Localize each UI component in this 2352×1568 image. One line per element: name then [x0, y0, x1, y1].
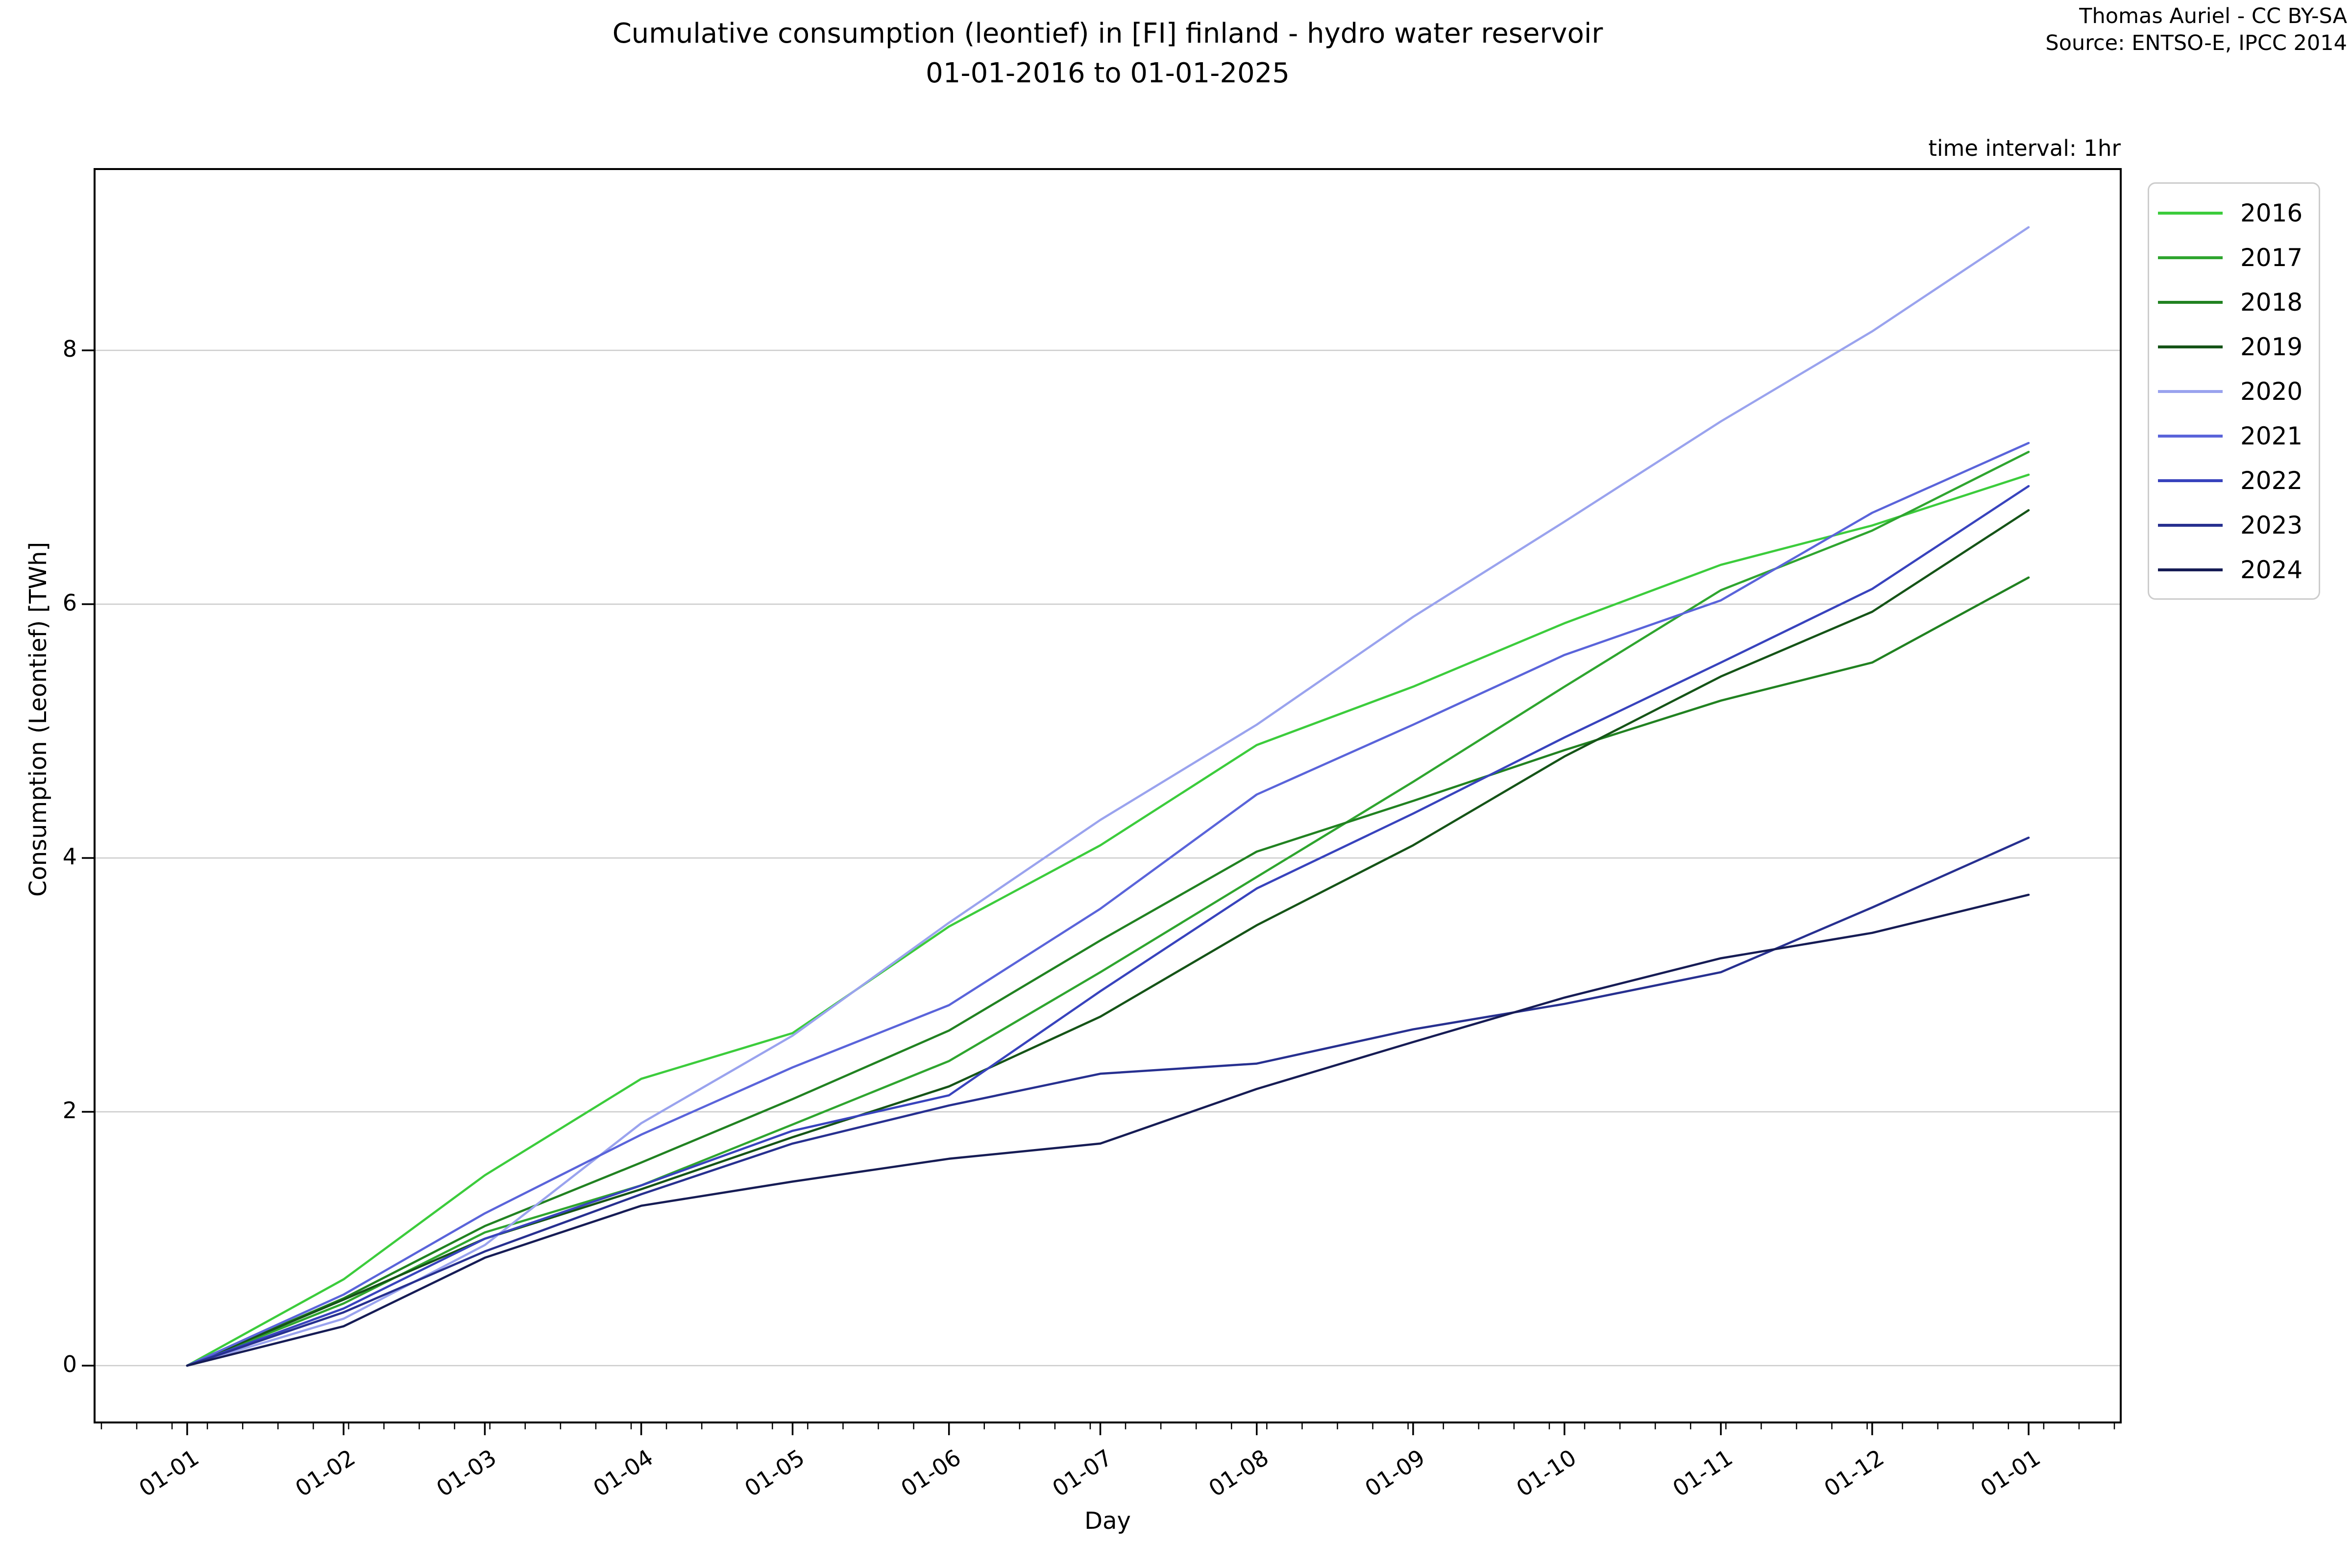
- series-line-2024: [186, 893, 2030, 1367]
- y-tick-label-6: 6: [62, 589, 77, 616]
- chart-title-line2: 01-01-2016 to 01-01-2025: [926, 57, 1290, 90]
- y-tick-label-2: 2: [62, 1097, 77, 1124]
- series-line-2022: [186, 485, 2030, 1367]
- legend-swatch-2020: [2158, 390, 2223, 393]
- legend-item-2016: 2016: [2149, 191, 2319, 235]
- series-line-2018: [186, 576, 2030, 1367]
- y-tick-label-4: 4: [62, 843, 77, 870]
- time-interval-note: time interval: 1hr: [1928, 135, 2121, 161]
- legend-swatch-2021: [2158, 434, 2223, 438]
- legend-item-2023: 2023: [2149, 503, 2319, 547]
- y-tick-label-8: 8: [62, 336, 77, 362]
- legend-swatch-2017: [2158, 256, 2223, 259]
- legend-swatch-2016: [2158, 211, 2223, 215]
- legend-label-2024: 2024: [2240, 555, 2303, 584]
- legend-swatch-2023: [2158, 523, 2223, 527]
- legend-item-2019: 2019: [2149, 324, 2319, 369]
- legend-item-2022: 2022: [2149, 458, 2319, 503]
- legend-swatch-2018: [2158, 300, 2223, 304]
- legend-label-2021: 2021: [2240, 421, 2303, 450]
- legend-swatch-2024: [2158, 568, 2223, 571]
- series-line-2017: [186, 450, 2030, 1367]
- series-line-2020: [186, 226, 2030, 1367]
- y-axis-label: Consumption (Leontief) [TWh]: [24, 541, 52, 897]
- attribution: Thomas Auriel - CC BY-SA Source: ENTSO-E…: [2045, 3, 2347, 57]
- attribution-author: Thomas Auriel - CC BY-SA: [2079, 4, 2347, 28]
- series-line-2021: [186, 441, 2030, 1367]
- legend-label-2022: 2022: [2240, 466, 2303, 495]
- legend-label-2016: 2016: [2240, 198, 2303, 227]
- legend-swatch-2022: [2158, 479, 2223, 482]
- series-line-2016: [186, 473, 2030, 1367]
- attribution-source: Source: ENTSO-E, IPCC 2014: [2045, 31, 2347, 56]
- legend-item-2020: 2020: [2149, 369, 2319, 414]
- legend-item-2018: 2018: [2149, 280, 2319, 324]
- legend-label-2019: 2019: [2240, 332, 2303, 361]
- legend-label-2017: 2017: [2240, 243, 2303, 272]
- legend-item-2024: 2024: [2149, 547, 2319, 592]
- chart-title-line1: Cumulative consumption (leontief) in [FI…: [612, 18, 1603, 49]
- legend-label-2018: 2018: [2240, 288, 2303, 317]
- legend-swatch-2019: [2158, 345, 2223, 348]
- chart-title: Cumulative consumption (leontief) in [FI…: [95, 14, 2121, 93]
- legend: 2016 2017 2018 2019 2020 2021 2022 2023 2024: [2148, 182, 2320, 600]
- axes-frame: [94, 168, 2122, 1423]
- y-tick-label-0: 0: [62, 1351, 77, 1377]
- legend-label-2023: 2023: [2240, 511, 2303, 539]
- legend-item-2017: 2017: [2149, 235, 2319, 280]
- legend-item-2021: 2021: [2149, 414, 2319, 458]
- x-axis-label: Day: [1084, 1507, 1131, 1535]
- series-line-2023: [186, 836, 2030, 1367]
- legend-label-2020: 2020: [2240, 377, 2303, 406]
